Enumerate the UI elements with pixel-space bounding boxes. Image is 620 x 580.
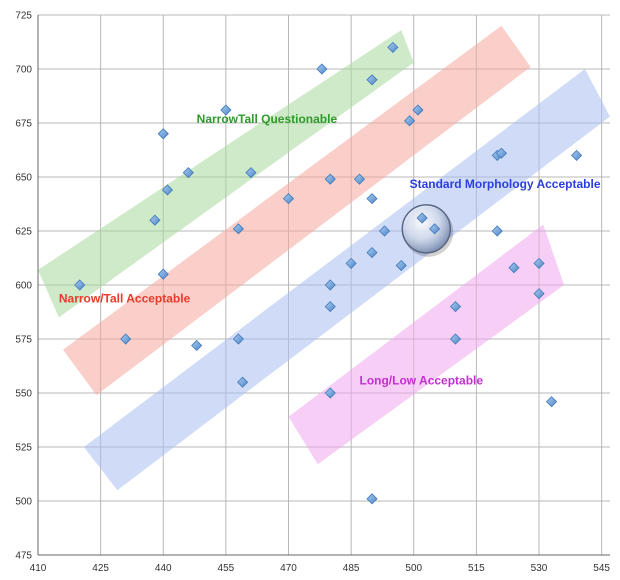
data-point (533, 257, 545, 269)
data-point (161, 184, 173, 196)
band-2 (83, 69, 611, 491)
data-point (149, 214, 161, 226)
data-point (366, 247, 378, 259)
y-tick-label: 650 (15, 173, 32, 184)
y-tick-label: 550 (15, 389, 32, 400)
data-point (449, 301, 462, 313)
data-point (366, 193, 378, 205)
data-point (220, 104, 232, 116)
data-point (449, 333, 462, 345)
band-labels: NarrowTall Questionable Narrow/Tall Accep… (59, 112, 601, 387)
x-tick-label: 410 (30, 563, 47, 574)
data-point (237, 376, 249, 388)
data-point (533, 288, 545, 300)
data-point (571, 149, 583, 161)
x-tick-label: 530 (531, 563, 548, 574)
data-point (508, 262, 520, 274)
y-tick-label: 525 (15, 443, 32, 454)
band-3 (288, 224, 565, 465)
data-point (157, 268, 169, 280)
data-point (316, 63, 328, 75)
data-point (282, 193, 295, 205)
bands (38, 25, 611, 491)
band-label-3: Long/Low Acceptable (359, 373, 483, 387)
band-0 (38, 30, 414, 318)
y-tick-label: 600 (15, 281, 32, 292)
band-label-1: Narrow/Tall Acceptable (59, 291, 191, 305)
data-point (387, 41, 399, 53)
x-tick-label: 455 (218, 563, 235, 574)
data-point (157, 128, 169, 140)
axes: 410 425 440 455 470 485 500 515 530 545 475 500 525 5… (15, 11, 610, 575)
data-point (366, 493, 378, 505)
x-tick-label: 440 (155, 563, 172, 574)
data-point (353, 173, 366, 185)
data-point (416, 212, 428, 224)
x-tick-label: 515 (468, 563, 485, 574)
y-tick-label: 475 (15, 551, 32, 562)
y-tick-label: 625 (15, 227, 32, 238)
y-tick-label: 500 (15, 497, 32, 508)
data-point (182, 167, 194, 179)
y-tick-label: 675 (15, 119, 32, 130)
data-points (74, 41, 583, 505)
x-tick-label: 545 (593, 563, 610, 574)
highlight-circle (401, 204, 452, 254)
band-label-0: NarrowTall Questionable (197, 112, 338, 126)
x-tick-label: 500 (405, 563, 422, 574)
data-point (495, 147, 508, 159)
y-tick-label: 725 (15, 11, 32, 22)
data-point (191, 339, 203, 352)
x-tick-label: 485 (343, 563, 360, 574)
data-point (232, 223, 244, 235)
data-point (120, 333, 132, 345)
data-point (378, 225, 391, 237)
y-tick-label: 575 (15, 335, 32, 346)
band-label-2: Standard Morphology Acceptable (410, 177, 601, 191)
data-point (404, 115, 416, 127)
data-point (491, 225, 503, 237)
x-tick-label: 425 (92, 563, 109, 574)
data-point (345, 257, 357, 269)
data-point (395, 259, 407, 272)
x-tick-label: 470 (280, 563, 297, 574)
data-point (324, 387, 336, 399)
data-point (232, 333, 244, 345)
band-1 (63, 25, 531, 396)
data-point (545, 396, 558, 408)
highlight (401, 204, 454, 257)
y-tick-label: 700 (15, 65, 32, 76)
data-point (324, 279, 336, 291)
data-point (324, 301, 336, 313)
data-point (366, 74, 378, 86)
data-point (429, 223, 441, 235)
data-point (74, 279, 86, 291)
data-point (412, 104, 424, 116)
data-point (245, 167, 257, 179)
data-point (324, 173, 336, 185)
